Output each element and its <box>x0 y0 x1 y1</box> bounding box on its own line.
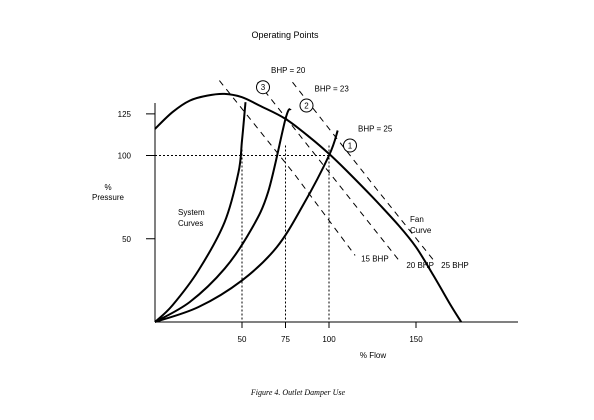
bhp-line-1 <box>292 81 436 263</box>
bhp-line-label-3: 15 BHP <box>361 254 389 263</box>
y-tick-label-125: 125 <box>118 110 132 119</box>
operating-point-label-3: BHP = 20 <box>271 66 306 75</box>
x-tick-label-50: 50 <box>238 335 247 344</box>
bhp-line-2 <box>257 81 401 263</box>
operating-point-label-2: BHP = 23 <box>315 85 350 94</box>
system-curves-label-line2: Curves <box>178 219 203 228</box>
fan-curve <box>154 92 463 323</box>
y-axis-label-symbol: % <box>104 183 111 192</box>
system-curves-label-line1: System <box>178 208 205 217</box>
fan-curve-label-line1: Fan <box>410 215 424 224</box>
x-ticks: 50 75 100 150 <box>238 322 423 344</box>
operating-points: 1 BHP = 25 2 BHP = 23 3 BHP = 20 <box>256 66 393 153</box>
x-tick-label-150: 150 <box>409 335 423 344</box>
y-tick-label-100: 100 <box>118 152 132 161</box>
x-tick-label-100: 100 <box>322 335 336 344</box>
operating-point-marker-1 <box>343 138 357 153</box>
fan-curve-group <box>154 92 463 323</box>
x-tick-label-75: 75 <box>281 335 290 344</box>
bhp-line-label-1: 25 BHP <box>441 261 469 270</box>
x-axis-label: % Flow <box>360 351 386 360</box>
operating-point-marker-3 <box>256 80 270 95</box>
bhp-line-3 <box>219 80 356 256</box>
figure-caption: Figure 4. Outlet Damper Use <box>250 388 346 397</box>
operating-point-number-3: 3 <box>261 83 266 92</box>
fan-curve-label-line2: Curve <box>410 226 432 235</box>
system-curve-2 <box>154 108 292 323</box>
system-curve-1 <box>154 130 339 323</box>
chart-title: Operating Points <box>251 30 319 40</box>
operating-point-number-1: 1 <box>348 142 353 151</box>
operating-point-marker-2 <box>299 98 314 113</box>
system-curve-3 <box>154 102 247 323</box>
operating-point-label-1: BHP = 25 <box>358 125 393 134</box>
y-ticks: 50 100 125 <box>118 110 155 244</box>
operating-point-number-2: 2 <box>304 102 309 111</box>
y-axis-label: Pressure <box>92 193 125 202</box>
y-tick-label-50: 50 <box>122 235 131 244</box>
bhp-line-label-2: 20 BHP <box>406 261 434 270</box>
bhp-lines: 25 BHP 20 BHP 15 BHP <box>219 80 469 270</box>
